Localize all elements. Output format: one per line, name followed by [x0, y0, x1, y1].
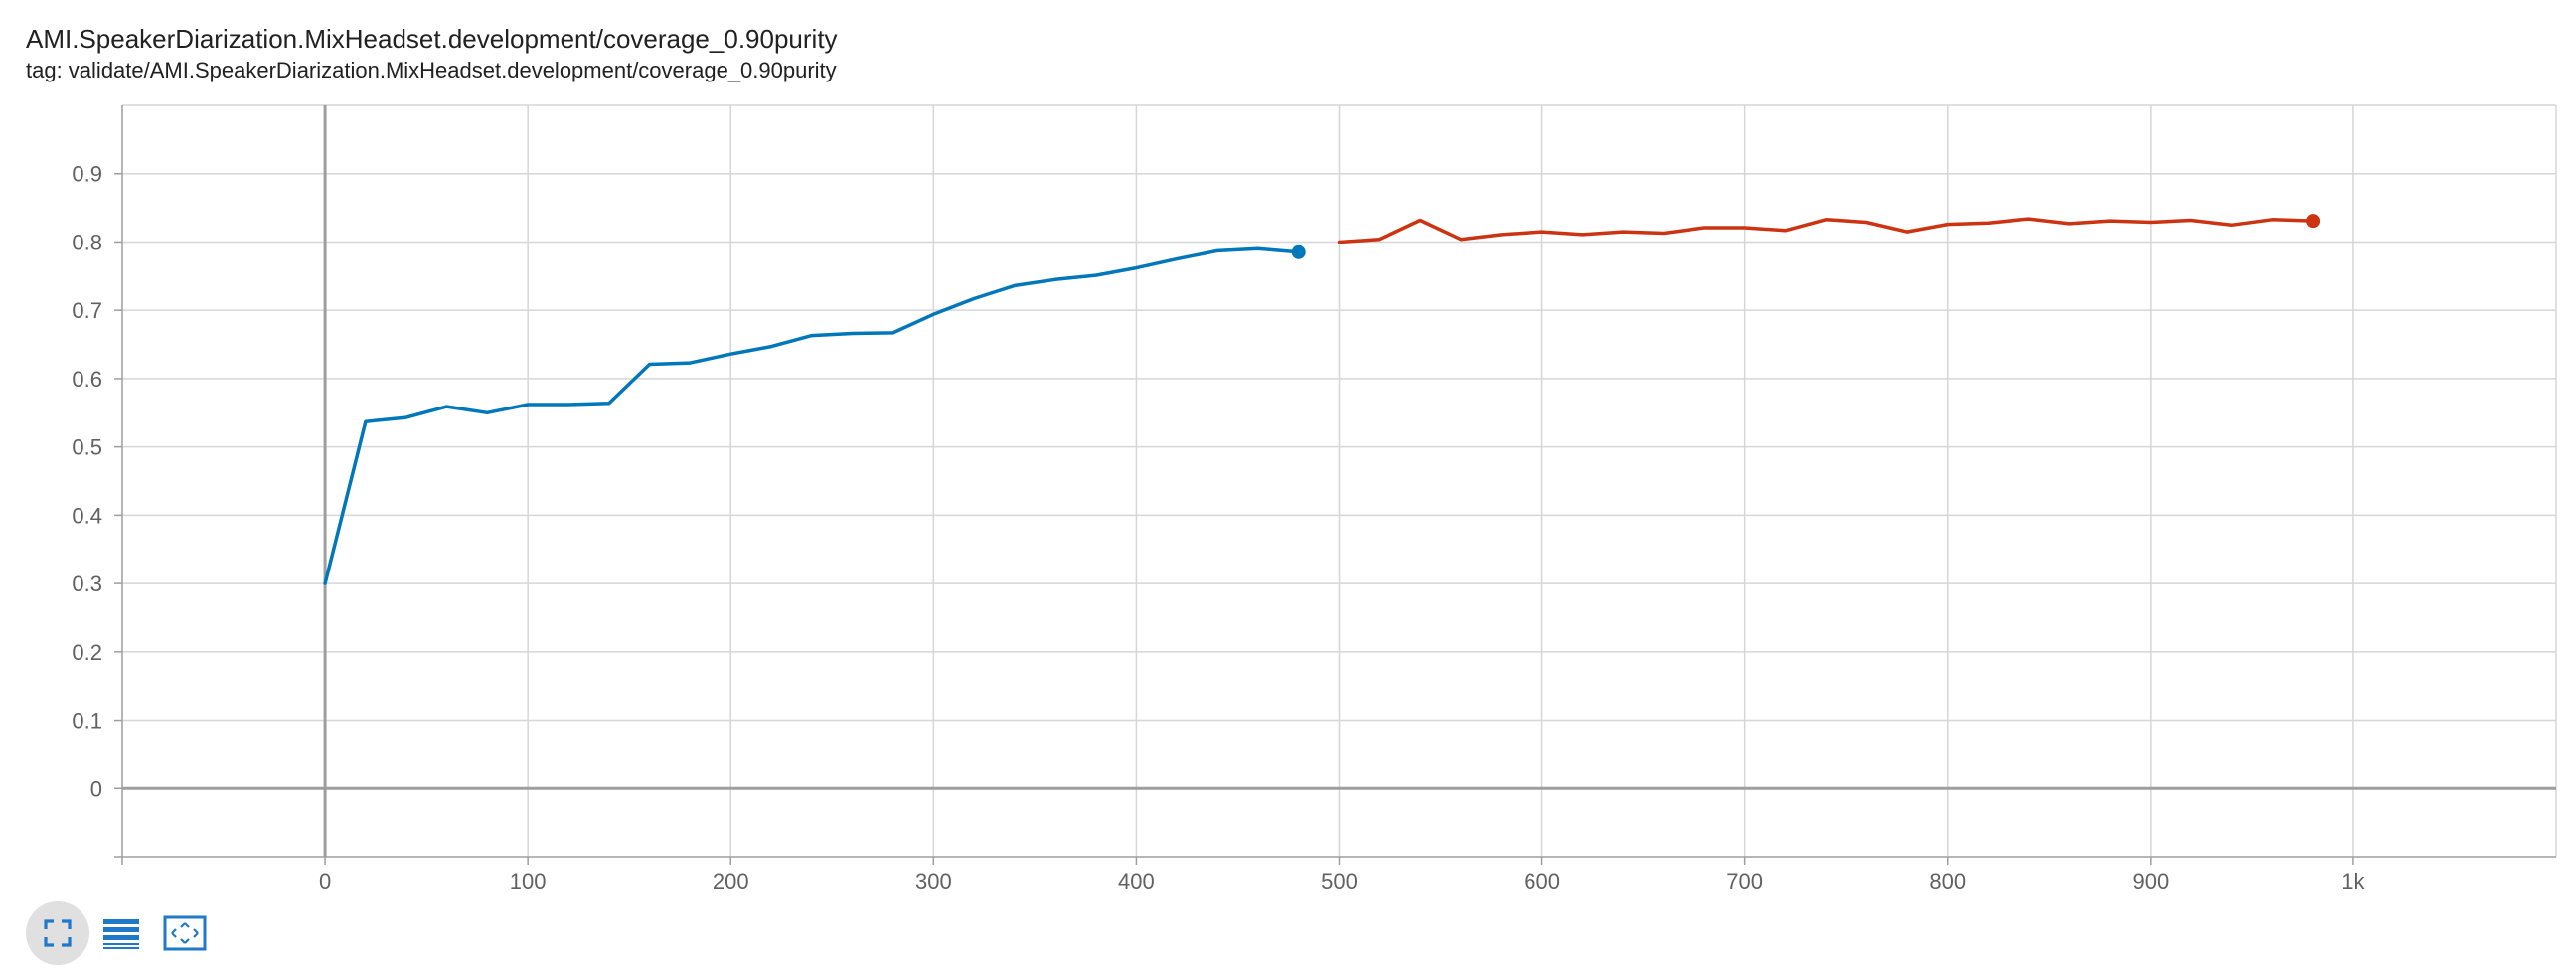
chart-title: AMI.SpeakerDiarization.MixHeadset.develo…	[26, 24, 838, 54]
y-tick-label: 0.1	[72, 709, 102, 734]
x-tick-label: 500	[1321, 869, 1358, 894]
x-tick-label: 700	[1726, 869, 1763, 894]
series-endpoint	[2306, 214, 2321, 229]
fit-to-screen-icon	[44, 919, 72, 947]
y-tick-label: 0	[90, 776, 102, 801]
toggle-log-list-icon	[103, 919, 139, 949]
fit-domain-button[interactable]	[153, 901, 217, 965]
x-tick-label: 1k	[2341, 869, 2365, 894]
x-tick-label: 400	[1118, 869, 1155, 894]
series-line	[323, 246, 1301, 585]
y-tick-label: 0.8	[72, 230, 102, 254]
chart-tag: tag: validate/AMI.SpeakerDiarization.Mix…	[26, 58, 837, 82]
tick-labels: 0 0.1 0.2 0.3 0.4 0.5 0.6 0.7 0.8 0.9 0 100 200 300 40…	[72, 162, 2365, 894]
y-tick-label: 0.2	[72, 640, 102, 665]
series-line	[1337, 217, 2315, 244]
y-tick-label: 0.7	[72, 298, 102, 323]
series-1	[1337, 214, 2321, 244]
series	[323, 214, 2321, 585]
axes	[114, 105, 2556, 865]
x-tick-label: 200	[713, 869, 749, 894]
y-tick-label: 0.4	[72, 503, 102, 528]
x-tick-label: 300	[915, 869, 952, 894]
x-tick-label: 0	[319, 869, 331, 894]
series-endpoint	[1291, 244, 1306, 259]
fit-to-screen-button[interactable]	[26, 901, 89, 965]
line-chart: 0 0.1 0.2 0.3 0.4 0.5 0.6 0.7 0.8 0.9 0 100 200 300 40…	[72, 104, 2557, 894]
x-tick-label: 600	[1524, 869, 1560, 894]
grid	[122, 104, 2557, 857]
y-tick-label: 0.9	[72, 162, 102, 187]
series-0	[323, 244, 1306, 585]
y-tick-label: 0.6	[72, 367, 102, 392]
x-tick-label: 800	[1929, 869, 1966, 894]
toggle-log-list-button[interactable]	[89, 901, 153, 965]
x-tick-label: 900	[2132, 869, 2169, 894]
x-tick-label: 100	[510, 869, 547, 894]
y-tick-label: 0.5	[72, 435, 102, 460]
y-tick-label: 0.3	[72, 571, 102, 596]
fit-domain-icon	[163, 915, 207, 951]
